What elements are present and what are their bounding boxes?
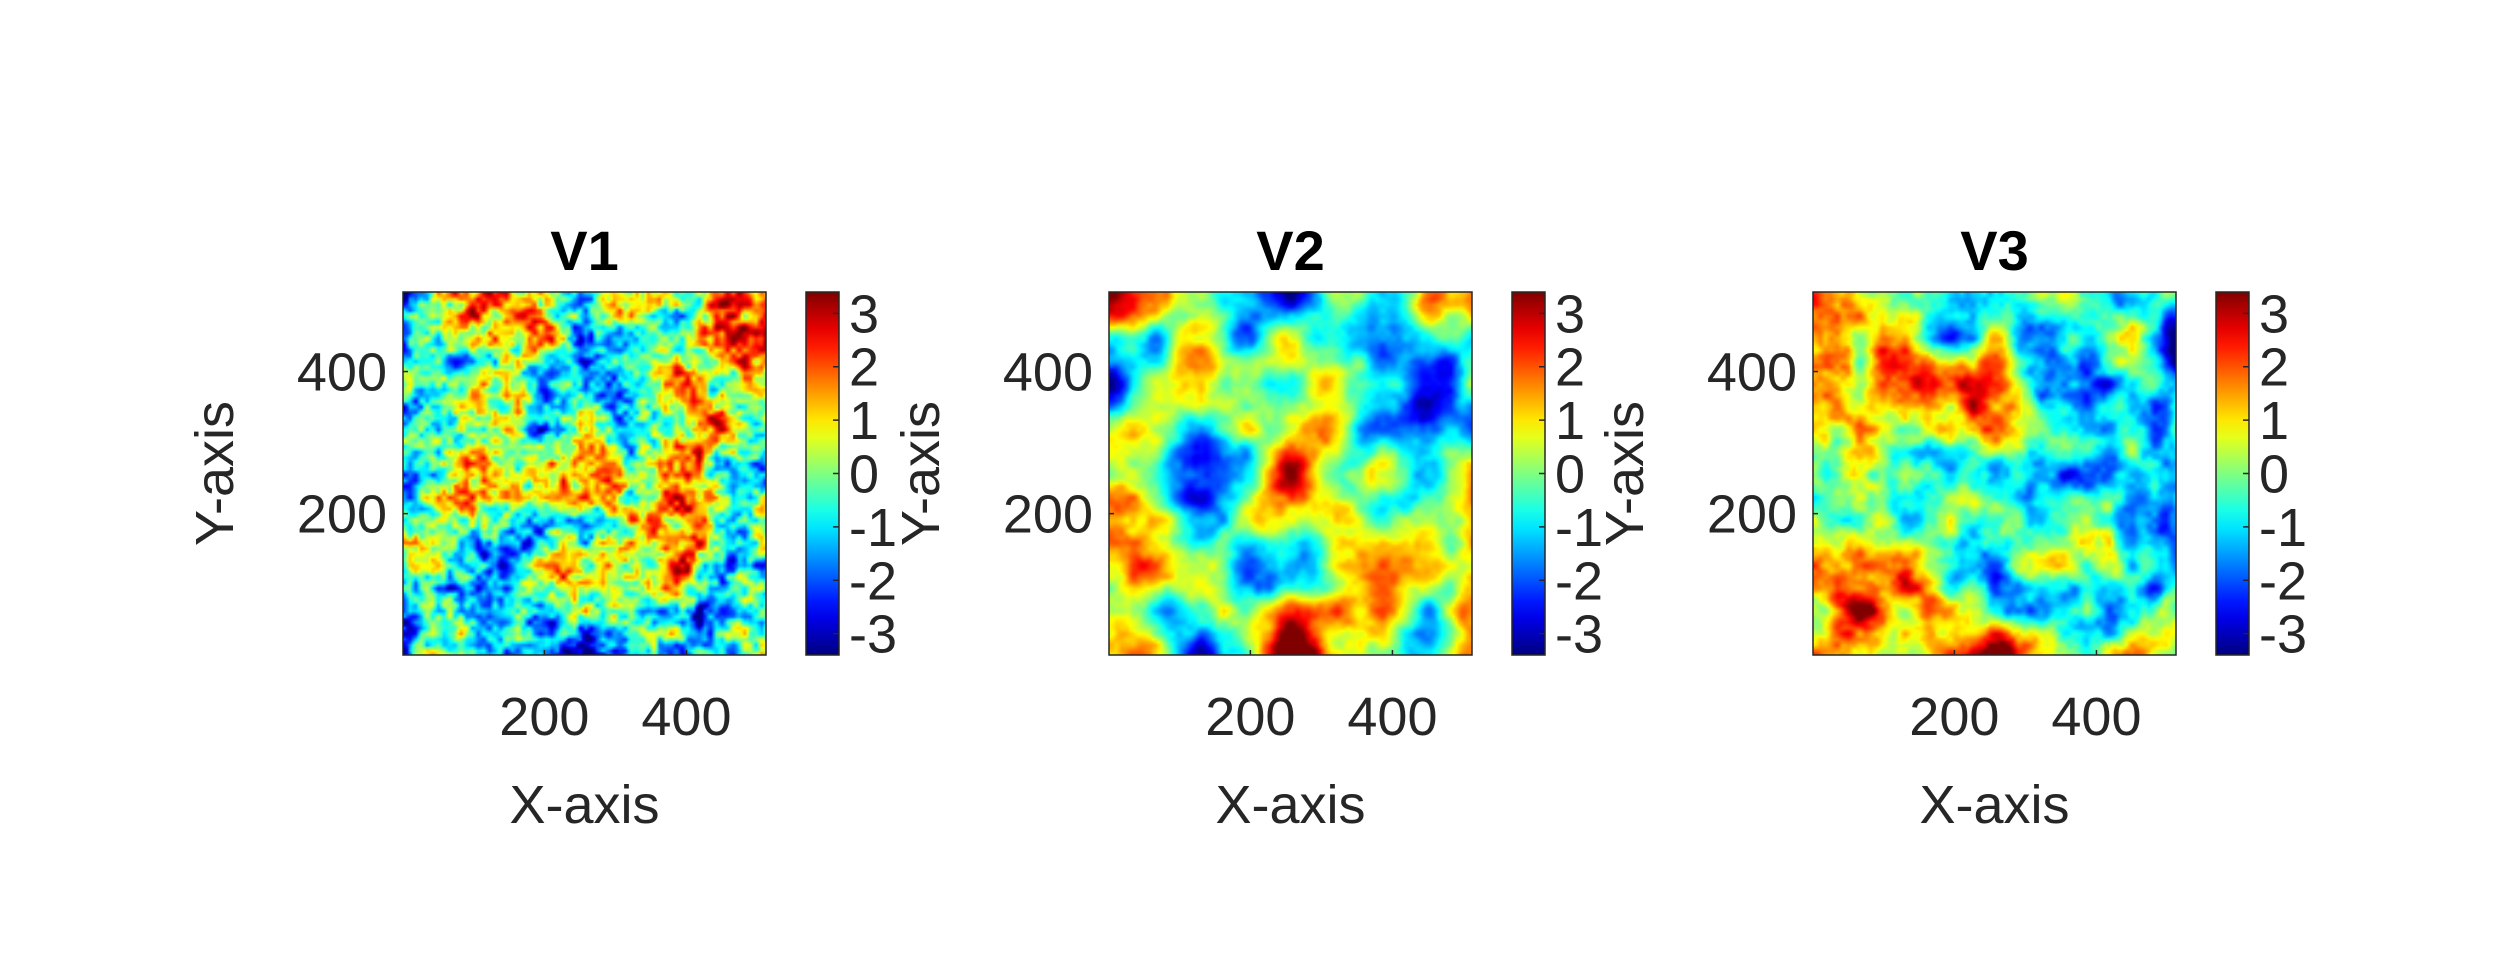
colorbar-tick-label: 1 [2259,391,2289,451]
colorbar-tick-label: -2 [1555,551,1603,611]
x-tick-label: 400 [2051,687,2141,747]
y-axis-label: Y-axis [185,401,245,546]
x-tick-label: 400 [1347,687,1437,747]
x-axis-label: X-axis [509,775,659,835]
colorbar-tick-label: 0 [2259,445,2289,505]
colorbar-tick-label: 1 [1555,391,1585,451]
colorbar-tick-label: -3 [849,605,897,665]
colorbar-tick-label: 1 [849,391,879,451]
x-tick-label: 400 [641,687,731,747]
y-tick-label: 200 [1003,485,1093,545]
colorbar-tick-label: -1 [849,498,897,558]
colorbar-tick-label: 3 [2259,284,2289,344]
y-axis-label: Y-axis [1595,401,1655,546]
heatmap-image [1813,292,2176,655]
colorbar-tick-label: -1 [2259,498,2307,558]
colorbar-tick-label: 3 [849,284,879,344]
heatmap-image [403,292,766,655]
y-tick-label: 400 [297,343,387,403]
y-tick-label: 200 [297,485,387,545]
x-axis-label: X-axis [1919,775,2069,835]
colorbar-tick-label: 2 [849,338,879,398]
colorbar-tick-label: 0 [1555,445,1585,505]
colorbar-tick-label: -2 [849,551,897,611]
y-tick-label: 400 [1003,343,1093,403]
colorbar-tick-label: 0 [849,445,879,505]
y-axis-label: Y-axis [891,401,951,546]
y-tick-label: 400 [1707,343,1797,403]
colorbar-tick-label: -3 [2259,605,2307,665]
colorbar-tick-label: 2 [2259,338,2289,398]
heatmap-image [1109,292,1472,655]
colorbar-tick-label: 2 [1555,338,1585,398]
x-tick-label: 200 [1909,687,1999,747]
x-axis-label: X-axis [1215,775,1365,835]
x-tick-label: 200 [499,687,589,747]
panel-title: V3 [1960,219,2029,282]
colorbar-tick-label: -3 [1555,605,1603,665]
x-tick-label: 200 [1205,687,1295,747]
panel-title: V2 [1256,219,1325,282]
y-tick-label: 200 [1707,485,1797,545]
colorbar-tick-label: 3 [1555,284,1585,344]
panel-title: V1 [550,219,619,282]
colorbar-tick-label: -2 [2259,551,2307,611]
